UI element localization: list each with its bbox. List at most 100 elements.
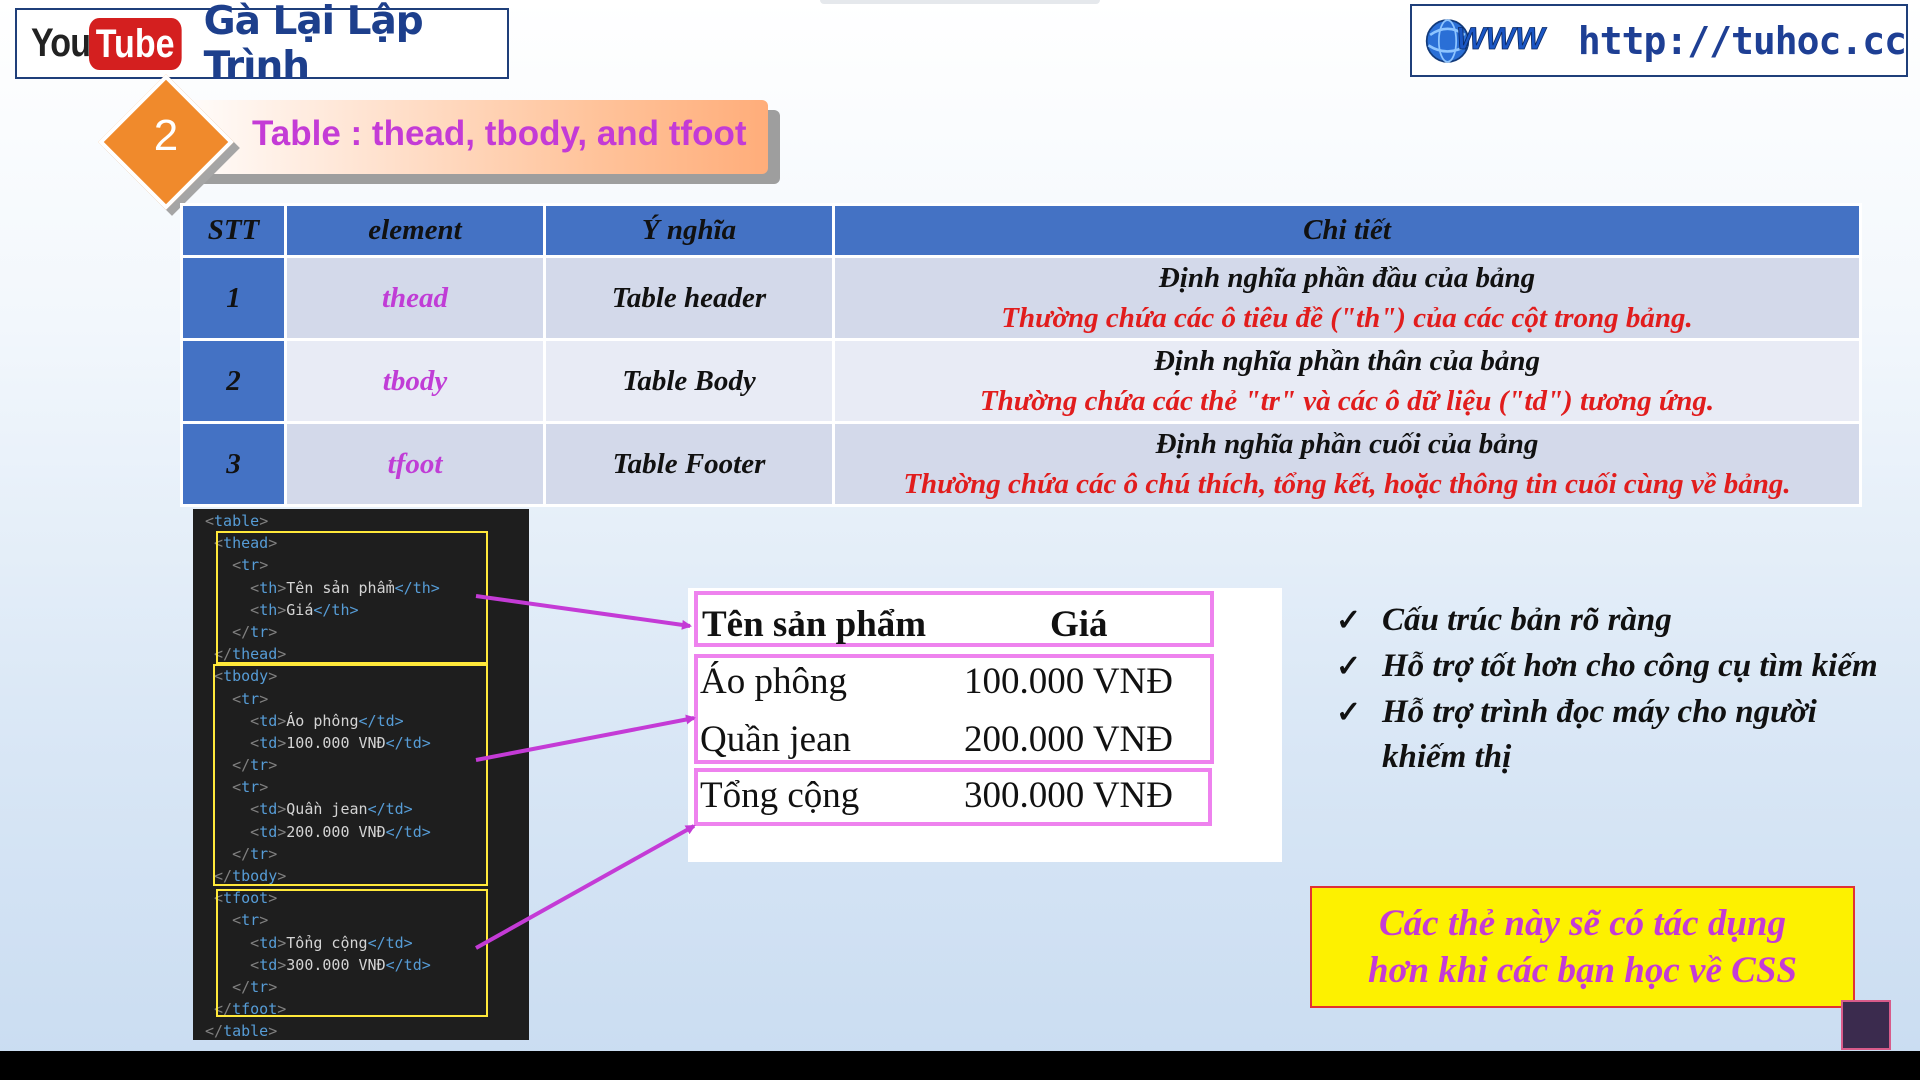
bottom-bar: [0, 1051, 1920, 1080]
code-tag: td: [259, 711, 278, 730]
code-tag: tbody: [232, 867, 278, 885]
code-tag: td: [259, 800, 278, 819]
code-text: Quần jean: [286, 800, 368, 819]
code-bracket: >: [268, 844, 278, 863]
code-line: <tr>: [193, 909, 529, 931]
code-bracket: >: [277, 600, 287, 619]
note-line-2: hơn khi các bạn học về CSS: [1368, 950, 1797, 991]
code-end-tag: </td>: [367, 800, 413, 819]
rendered-head-col2: Giá: [1050, 604, 1108, 645]
code-bracket: <: [232, 778, 242, 797]
code-bracket: </: [232, 977, 251, 996]
code-bracket: >: [259, 911, 269, 930]
code-bracket: </: [232, 622, 251, 641]
rendered-body-r2-col1: Quần jean: [700, 719, 852, 760]
code-tag: tr: [241, 778, 260, 797]
code-line: <td>200.000 VNĐ</td>: [193, 821, 529, 843]
cell-element: thead: [284, 255, 546, 341]
code-bracket: <: [214, 534, 224, 553]
youtube-logo-you: You: [31, 21, 91, 65]
list-item: ✓ Hỗ trợ trình đọc máy cho người khiếm t…: [1336, 690, 1896, 780]
code-bracket: <: [250, 578, 260, 597]
detail-definition: Định nghĩa phần cuối của bảng: [1155, 428, 1539, 460]
code-bracket: </: [232, 844, 251, 863]
presenter-avatar: [1841, 1000, 1891, 1050]
code-bracket: >: [268, 534, 278, 553]
code-tag: tr: [250, 977, 269, 996]
code-line: <td>100.000 VNĐ</td>: [193, 732, 529, 754]
section-number: 2: [153, 111, 179, 160]
code-line: </tbody>: [193, 865, 529, 887]
channel-name: Gà Lại Lập Trình: [203, 0, 424, 89]
table-header-row: STT element Ý nghĩa Chi tiết: [180, 203, 1862, 258]
code-bracket: >: [277, 733, 287, 752]
code-bracket: </: [214, 645, 233, 664]
table-row: 3 tfoot Table Footer Định nghĩa phần cuố…: [180, 421, 1862, 507]
code-indent: [205, 889, 214, 907]
code-end-tag: </td>: [367, 933, 413, 952]
rendered-body-r1-col1: Áo phông: [700, 661, 847, 702]
code-line: </tr>: [193, 754, 529, 776]
rendered-tbody-outline: [694, 654, 1214, 764]
code-line: </tfoot>: [193, 998, 529, 1020]
code-tag: td: [259, 955, 278, 974]
code-tag: tr: [250, 844, 269, 863]
code-tag: tr: [241, 689, 260, 708]
bullet-text: Hỗ trợ tốt hơn cho công cụ tìm kiếm: [1382, 648, 1878, 684]
code-bracket: >: [268, 889, 278, 908]
code-line: <tr>: [193, 776, 529, 798]
code-bracket: >: [259, 689, 269, 708]
code-bracket: >: [277, 867, 287, 885]
code-end-tag: </th>: [313, 600, 359, 619]
code-text: Tổng cộng: [286, 933, 368, 952]
detail-definition: Định nghĩa phần thân của bảng: [1153, 345, 1541, 377]
code-text: 100.000 VNĐ: [286, 733, 386, 752]
youtube-logo: You Tube: [31, 17, 198, 70]
code-bracket: </: [214, 867, 233, 885]
code-bracket: >: [277, 822, 287, 841]
code-line: </thead>: [193, 643, 529, 665]
code-line: <td>Áo phông</td>: [193, 710, 529, 732]
code-bracket: >: [268, 1022, 278, 1041]
code-line: <td>300.000 VNĐ</td>: [193, 954, 529, 976]
code-indent: [205, 1000, 214, 1018]
code-line: <tbody>: [193, 665, 529, 687]
code-bracket: >: [277, 645, 287, 664]
section-banner: [168, 100, 768, 174]
code-tag: table: [214, 512, 260, 530]
code-bracket: >: [268, 756, 278, 775]
code-bracket: <: [214, 667, 224, 686]
code-bracket: <: [250, 711, 260, 730]
code-bracket: >: [259, 778, 269, 797]
tfoot-highlight-box: [216, 889, 488, 1017]
section-title: Table : thead, tbody, and tfoot: [252, 114, 747, 153]
code-text: 300.000 VNĐ: [286, 955, 386, 974]
website-url[interactable]: http://tuhoc.cc: [1577, 18, 1907, 63]
detail-note: Thường chứa các ô chú thích, tổng kết, h…: [903, 468, 1791, 500]
note-line-1: Các thẻ này sẽ có tác dụng: [1379, 903, 1786, 944]
code-bracket: <: [232, 689, 242, 708]
rendered-head-col1: Tên sản phẩm: [702, 604, 927, 645]
section-number-badge: 2: [98, 74, 240, 216]
code-tag: tr: [250, 756, 269, 775]
code-end-tag: </td>: [385, 955, 431, 974]
bullet-text: Hỗ trợ trình đọc máy cho người khiếm thị: [1382, 694, 1817, 775]
cell-detail: Định nghĩa phần thân của bảng Thường chứ…: [832, 338, 1862, 424]
code-end-tag: </th>: [394, 578, 440, 597]
cell-detail: Định nghĩa phần đầu của bảng Thường chứa…: [832, 255, 1862, 341]
header-meaning: Ý nghĩa: [543, 203, 835, 258]
thead-highlight-box: [216, 531, 488, 664]
check-icon: ✓: [1336, 696, 1362, 729]
list-item: ✓ Hỗ trợ tốt hơn cho công cụ tìm kiếm: [1336, 644, 1896, 689]
cell-element: tfoot: [284, 421, 546, 507]
code-bracket: <: [250, 733, 260, 752]
www-globe-icon: WWW: [1425, 18, 1548, 63]
code-tag: td: [259, 822, 278, 841]
code-bracket: >: [277, 933, 287, 952]
code-bracket: <: [232, 556, 242, 575]
code-bracket: <: [250, 800, 260, 819]
code-indent: [205, 534, 214, 552]
cell-stt: 2: [180, 338, 287, 424]
rendered-body-r2-col2: 200.000 VNĐ: [964, 719, 1173, 760]
cell-meaning: Table Body: [543, 338, 835, 424]
